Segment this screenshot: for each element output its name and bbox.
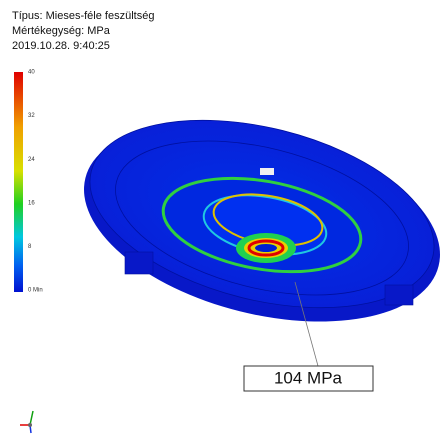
unit: Mértékegység: MPa xyxy=(12,25,111,37)
viewport: Típus: Mieses-féle feszültség Mértékegys… xyxy=(0,0,445,436)
callout-label: 104 MPa xyxy=(274,368,343,387)
legend-label: 32 xyxy=(28,113,35,119)
legend-labels: 40 32 24 16 8 0 Min xyxy=(28,70,43,294)
color-bar xyxy=(14,72,23,292)
model xyxy=(63,88,445,355)
timestamp: 2019.10.28. 9:40:25 xyxy=(12,40,110,52)
legend-label: 8 xyxy=(28,244,32,250)
legend-label: 24 xyxy=(28,157,35,163)
result-type: Típus: Mieses-féle feszültség xyxy=(12,10,154,22)
legend-label: 0 Min xyxy=(28,288,43,294)
legend-label: 40 xyxy=(28,70,35,76)
legend-label: 16 xyxy=(28,200,35,206)
axis-triad xyxy=(20,411,33,433)
